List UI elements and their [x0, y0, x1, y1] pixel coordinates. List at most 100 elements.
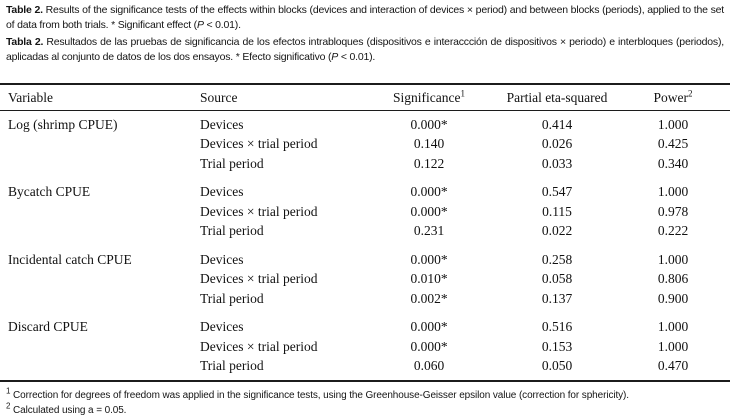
- cell-source: Devices × trial period: [200, 136, 318, 151]
- cell-significance: 0.000*: [410, 116, 448, 132]
- caption-english-pvalue-symbol: P: [196, 18, 204, 31]
- cell-partial-eta: 0.516: [541, 319, 573, 334]
- table-body: Log (shrimp CPUE) Devices 0.000* 0.414 1…: [0, 111, 730, 380]
- table-row: Trial period 0.002* 0.137 0.900: [0, 289, 730, 309]
- header-power: Power2: [628, 88, 718, 108]
- cell-significance: 0.000*: [410, 251, 448, 267]
- cell-power: 0.222: [657, 223, 689, 238]
- footnote-1-text: Correction for degrees of freedom was ap…: [10, 389, 629, 401]
- caption-english-text: Results of the significance tests of the…: [6, 4, 724, 31]
- header-variable: Variable: [8, 90, 53, 105]
- variable-group-incidental-catch-cpue: Incidental catch CPUE Devices 0.000* 0.2…: [0, 250, 730, 309]
- figure-captions: Table 2. Results of the significance tes…: [0, 0, 730, 64]
- cell-source: Devices: [200, 251, 244, 267]
- table-row: Devices × trial period 0.000* 0.115 0.97…: [0, 202, 730, 222]
- header-power-footnote-marker: 2: [688, 88, 693, 99]
- caption-english-label: Table 2.: [6, 4, 43, 16]
- cell-significance: 0.000*: [410, 319, 448, 334]
- cell-significance: 0.122: [413, 155, 445, 171]
- table-row: Devices × trial period 0.140 0.026 0.425: [0, 134, 730, 154]
- header-significance-footnote-marker: 1: [460, 88, 465, 99]
- caption-spanish-text-end: < 0.01).: [338, 50, 376, 63]
- cell-partial-eta: 0.137: [541, 290, 573, 306]
- cell-power: 1.000: [657, 251, 689, 267]
- cell-source: Trial period: [200, 223, 264, 238]
- header-significance: Significance1: [372, 88, 486, 108]
- cell-partial-eta: 0.033: [541, 155, 573, 171]
- caption-spanish-pvalue-symbol: P: [331, 50, 339, 63]
- table-row: Bycatch CPUE Devices 0.000* 0.547 1.000: [0, 182, 730, 202]
- cell-significance: 0.002*: [410, 290, 448, 306]
- footnote-1: 1 Correction for degrees of freedom was …: [6, 386, 724, 403]
- footnote-2-text: Calculated using a = 0.05.: [10, 404, 127, 416]
- cell-source: Devices × trial period: [200, 271, 318, 286]
- cell-source: Devices × trial period: [200, 203, 318, 219]
- table-row: Trial period 0.122 0.033 0.340: [0, 154, 730, 174]
- header-partial-eta-squared: Partial eta-squared: [506, 90, 608, 105]
- cell-variable: Incidental catch CPUE: [8, 251, 132, 267]
- header-source: Source: [200, 90, 238, 105]
- cell-source: Devices: [200, 116, 244, 132]
- cell-power: 1.000: [657, 338, 689, 354]
- significance-table: Variable Source Significance1 Partial et…: [0, 83, 730, 382]
- cell-source: Trial period: [200, 155, 264, 171]
- footnote-2: 2 Calculated using a = 0.05.: [6, 401, 724, 418]
- footnote-2-marker: 2: [6, 401, 11, 411]
- cell-partial-eta: 0.258: [541, 251, 573, 267]
- cell-partial-eta: 0.153: [541, 338, 573, 354]
- cell-source: Devices × trial period: [200, 338, 318, 354]
- table-row: Devices × trial period 0.010* 0.058 0.80…: [0, 269, 730, 289]
- table-header-row: Variable Source Significance1 Partial et…: [0, 85, 730, 111]
- caption-spanish-text: Resultados de las pruebas de significanc…: [6, 36, 724, 63]
- cell-variable-empty: [8, 134, 200, 154]
- table-row: Log (shrimp CPUE) Devices 0.000* 0.414 1…: [0, 115, 730, 135]
- caption-english: Table 2. Results of the significance tes…: [6, 3, 724, 32]
- cell-partial-eta: 0.022: [541, 223, 573, 238]
- cell-significance: 0.000*: [410, 203, 448, 219]
- cell-variable-empty: [8, 202, 200, 222]
- table-row: Incidental catch CPUE Devices 0.000* 0.2…: [0, 250, 730, 270]
- cell-significance: 0.010*: [410, 271, 448, 286]
- cell-power: 1.000: [657, 184, 689, 199]
- header-significance-text: Significance: [393, 90, 461, 105]
- cell-significance: 0.231: [413, 223, 445, 238]
- table-footnotes: 1 Correction for degrees of freedom was …: [0, 386, 730, 418]
- cell-variable: Discard CPUE: [8, 319, 88, 334]
- cell-partial-eta: 0.050: [541, 358, 573, 373]
- cell-power: 0.900: [657, 290, 689, 306]
- cell-partial-eta: 0.058: [541, 271, 573, 286]
- cell-variable-empty: [8, 269, 200, 289]
- cell-variable-empty: [8, 221, 200, 241]
- variable-group-discard-cpue: Discard CPUE Devices 0.000* 0.516 1.000 …: [0, 317, 730, 376]
- cell-power: 1.000: [657, 116, 689, 132]
- footnote-1-marker: 1: [6, 386, 11, 396]
- cell-source: Trial period: [200, 358, 264, 373]
- cell-source: Trial period: [200, 290, 264, 306]
- header-power-text: Power: [653, 90, 689, 105]
- cell-partial-eta: 0.414: [541, 116, 573, 132]
- cell-power: 0.470: [657, 358, 689, 373]
- cell-variable: Log (shrimp CPUE): [8, 116, 118, 132]
- cell-significance: 0.140: [413, 136, 445, 151]
- cell-variable: Bycatch CPUE: [8, 184, 91, 199]
- table-row: Trial period 0.231 0.022 0.222: [0, 221, 730, 241]
- cell-partial-eta: 0.547: [541, 184, 573, 199]
- table-row: Devices × trial period 0.000* 0.153 1.00…: [0, 337, 730, 357]
- cell-significance: 0.060: [413, 358, 445, 373]
- table-row: Trial period 0.060 0.050 0.470: [0, 356, 730, 376]
- variable-group-bycatch-cpue: Bycatch CPUE Devices 0.000* 0.547 1.000 …: [0, 182, 730, 241]
- cell-power: 0.978: [657, 203, 689, 219]
- caption-english-text-end: < 0.01).: [203, 18, 242, 31]
- cell-variable-empty: [8, 356, 200, 376]
- cell-source: Devices: [200, 319, 244, 334]
- cell-significance: 0.000*: [410, 184, 448, 199]
- cell-power: 1.000: [657, 319, 689, 334]
- caption-spanish-label: Tabla 2.: [6, 36, 44, 48]
- cell-power: 0.425: [657, 136, 689, 151]
- table-row: Discard CPUE Devices 0.000* 0.516 1.000: [0, 317, 730, 337]
- cell-power: 0.806: [657, 271, 689, 286]
- cell-source: Devices: [200, 184, 244, 199]
- cell-significance: 0.000*: [410, 338, 448, 354]
- variable-group-log-shrimp-cpue: Log (shrimp CPUE) Devices 0.000* 0.414 1…: [0, 115, 730, 174]
